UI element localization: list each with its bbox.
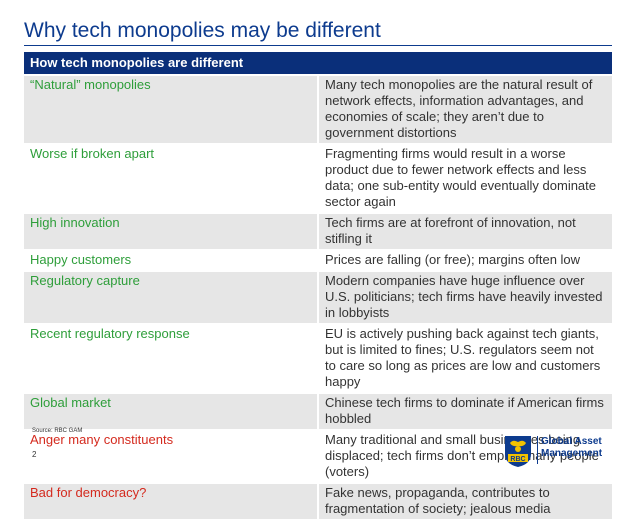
table-row: Bad for democracy? Fake news, propaganda… [24, 483, 612, 521]
table-row: Regulatory capture Modern companies have… [24, 271, 612, 325]
logo-text-line1: Global Asset [541, 436, 602, 447]
row-label: Regulatory capture [24, 271, 318, 325]
logo-divider [537, 436, 538, 464]
row-description: Tech firms are at forefront of innovatio… [317, 213, 612, 251]
row-label: Recent regulatory response [24, 324, 318, 394]
row-description: Many tech monopolies are the natural res… [317, 75, 612, 145]
row-label: Global market [24, 393, 318, 431]
logo-text-line2: Management [541, 448, 603, 459]
row-label: Worse if broken apart [24, 144, 318, 214]
rbc-gam-logo: RBC Global Asset Management [502, 434, 614, 468]
table-row: Recent regulatory response EU is activel… [24, 324, 612, 394]
row-label: Anger many constituents [24, 430, 318, 484]
table-row: Global market Chinese tech firms to domi… [24, 393, 612, 431]
row-description: Fragmenting firms would result in a wors… [317, 144, 612, 214]
table-row: High innovation Tech firms are at forefr… [24, 213, 612, 251]
row-description: EU is actively pushing back against tech… [317, 324, 612, 394]
row-label: “Natural” monopolies [24, 75, 318, 145]
row-label: Bad for democracy? [24, 483, 318, 521]
table-row: Happy customers Prices are falling (or f… [24, 250, 612, 272]
table-row: Worse if broken apart Fragmenting firms … [24, 144, 612, 214]
table-row: “Natural” monopolies Many tech monopolie… [24, 75, 612, 145]
rbc-lion-shield-icon: RBC [505, 436, 531, 467]
table-header: How tech monopolies are different [24, 52, 612, 76]
row-label: Happy customers [24, 250, 318, 272]
row-description: Prices are falling (or free); margins of… [317, 250, 612, 272]
logo-brand-text: RBC [510, 456, 525, 463]
source-note: Source: RBC GAM [32, 428, 83, 434]
row-description: Fake news, propaganda, contributes to fr… [317, 483, 612, 521]
row-description: Chinese tech firms to dominate if Americ… [317, 393, 612, 431]
page-number: 2 [32, 450, 37, 459]
slide-title: Why tech monopolies may be different [24, 19, 381, 42]
table-header-row: How tech monopolies are different [24, 52, 612, 76]
title-divider [24, 45, 612, 46]
row-description: Modern companies have huge influence ove… [317, 271, 612, 325]
row-label: High innovation [24, 213, 318, 251]
